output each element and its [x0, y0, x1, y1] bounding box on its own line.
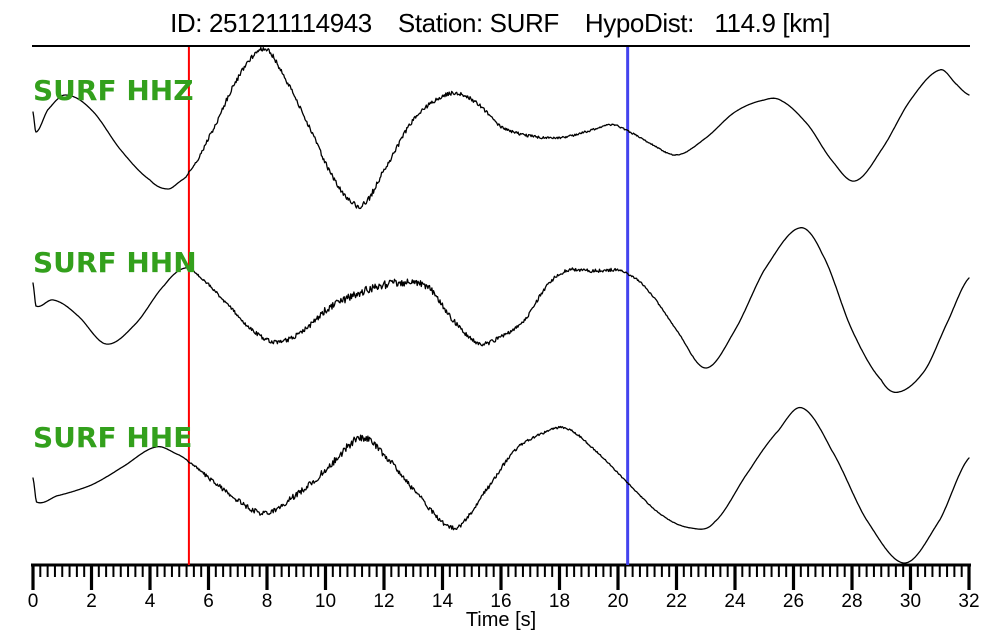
- x-tick-label: 24: [724, 591, 746, 612]
- title-hypodist: HypoDist: 114.9 [km]: [584, 8, 830, 38]
- title-event-id: ID: 251211114943: [170, 8, 372, 38]
- x-tick-label: 14: [432, 591, 454, 612]
- channel-label-surf-hhz: SURF HHZ: [33, 74, 194, 107]
- x-tick-label: 10: [315, 591, 336, 612]
- x-tick-label: 16: [490, 591, 511, 612]
- x-tick-label: 32: [958, 591, 979, 612]
- x-tick-label: 28: [841, 591, 862, 612]
- x-tick-label: 26: [783, 591, 804, 612]
- x-tick-label: 6: [203, 591, 214, 612]
- waveform-trace-surf-hhn: [32, 227, 970, 394]
- x-tick-label: 12: [373, 591, 394, 612]
- channel-label-surf-hhe: SURF HHE: [33, 421, 193, 454]
- x-tick-label: 30: [900, 591, 921, 612]
- title-station: Station: SURF: [397, 8, 559, 38]
- x-axis-title: Time [s]: [466, 609, 536, 631]
- waveform-trace-surf-hhz: [32, 46, 970, 210]
- x-tick-label: 0: [28, 591, 39, 612]
- figure-title: ID: 251211114943 Station: SURF HypoDist:…: [0, 8, 1000, 39]
- x-tick-label: 4: [145, 591, 156, 612]
- x-tick-label: 2: [86, 591, 97, 612]
- x-tick-label: 8: [262, 591, 273, 612]
- waveform-trace-surf-hhe: [32, 406, 970, 564]
- x-tick-label: 22: [666, 591, 687, 612]
- x-tick-label: 18: [549, 591, 570, 612]
- x-tick-label: 20: [607, 591, 628, 612]
- channel-label-surf-hhn: SURF HHN: [33, 246, 197, 279]
